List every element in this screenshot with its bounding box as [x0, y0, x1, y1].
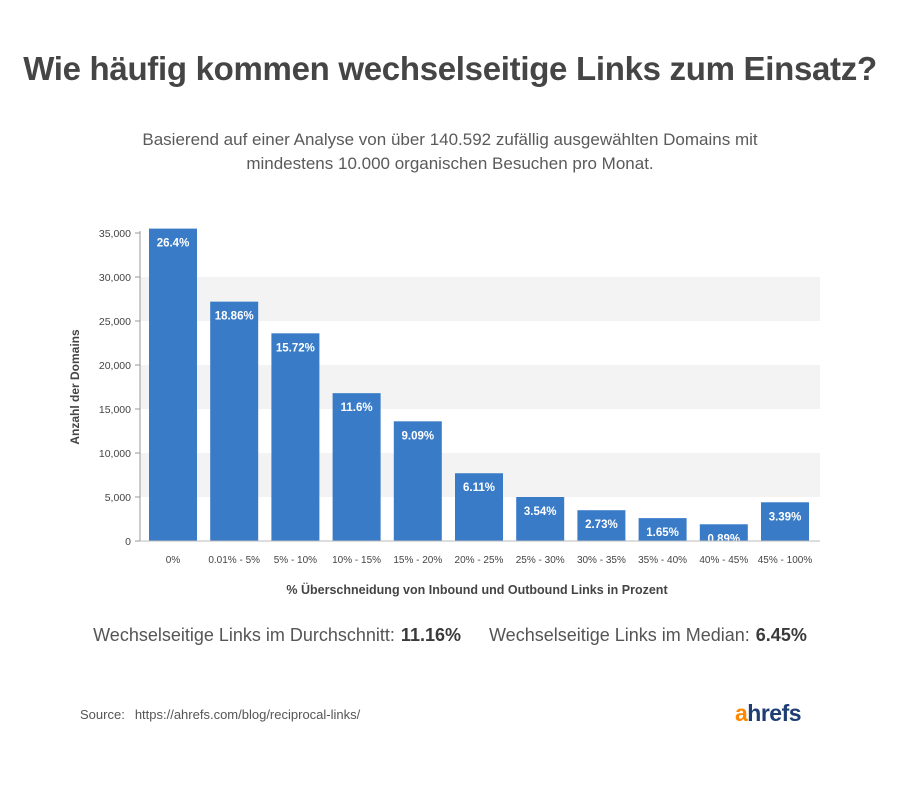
x-tick-label: 0.01% - 5%	[208, 555, 260, 566]
bar-value-label: 11.6%	[341, 402, 373, 414]
x-tick-label: 25% - 30%	[516, 555, 565, 566]
bar-value-label: 3.39%	[769, 511, 802, 523]
source-label: Source:	[80, 707, 125, 722]
bar	[455, 473, 503, 541]
x-tick-label: 15% - 20%	[393, 555, 442, 566]
bar	[393, 421, 442, 541]
y-tick-label: 0	[125, 536, 131, 548]
bar-value-label: 9.09%	[401, 430, 434, 442]
bars: 26.4% 18.86% 15.72% 11.6% 9.09% 6.11% 3.54% 2.7…	[149, 228, 809, 545]
ahrefs-logo: ahrefs	[735, 700, 802, 727]
average-value: 11.16%	[400, 625, 461, 645]
bar-value-label: 2.73%	[585, 519, 618, 531]
bar	[699, 524, 748, 541]
chart-title: Wie häufig kommen wechselseitige Links z…	[23, 50, 877, 87]
x-tick-label: 40% - 45%	[699, 555, 748, 566]
x-axis-label: % Überschneidung von Inbound und Outboun…	[286, 582, 668, 597]
average-label: Wechselseitige Links im Durchschnitt:	[93, 625, 395, 645]
bar-chart: 0 5,000 10,000 15,000 20,000 25,000 30,000 35,0…	[68, 228, 820, 597]
x-tick-label: 20% - 25%	[455, 555, 504, 566]
bar	[149, 228, 197, 541]
y-tick-label: 15,000	[99, 404, 131, 416]
source-note: Source: https://ahrefs.com/blog/reciproca…	[80, 707, 360, 722]
median-label: Wechselseitige Links im Median:	[489, 625, 750, 645]
bar	[271, 333, 320, 541]
summary-stats: Wechselseitige Links im Durchschnitt: 11.…	[0, 625, 900, 646]
y-tick-label: 35,000	[99, 228, 131, 240]
bar-value-label: 1.65%	[646, 527, 679, 539]
bar	[638, 518, 687, 541]
logo-letter-a: a	[735, 700, 748, 726]
bar	[332, 393, 381, 541]
x-tick-label: 0%	[166, 555, 181, 566]
bar-value-label: 15.72%	[276, 342, 315, 354]
logo-text: hrefs	[747, 700, 802, 726]
y-tick-label: 25,000	[99, 316, 131, 328]
y-axis-label: Anzahl der Domains	[68, 329, 82, 445]
x-tick-label: 5% - 10%	[274, 555, 317, 566]
bar-value-label: 3.54%	[524, 506, 557, 518]
x-tick-label: 30% - 35%	[577, 555, 626, 566]
bar-value-label: 0.89%	[707, 533, 740, 545]
bar	[577, 510, 626, 541]
source-link[interactable]: https://ahrefs.com/blog/reciprocal-links…	[134, 707, 361, 722]
x-tick-label: 10% - 15%	[332, 555, 381, 566]
bar	[210, 301, 259, 541]
bar-value-label: 18.86%	[215, 311, 254, 323]
bar	[761, 502, 809, 541]
bar	[516, 497, 565, 541]
y-tick-label: 20,000	[99, 360, 131, 372]
median-value: 6.45%	[755, 625, 807, 645]
bar-value-label: 6.11%	[463, 482, 495, 494]
x-axis: 0% 0.01% - 5% 5% - 10% 10% - 15% 15% - 20% 20…	[140, 540, 820, 566]
y-axis: 0 5,000 10,000 15,000 20,000 25,000 30,000 35,0…	[99, 228, 141, 548]
chart-subtitle: Basierend auf einer Analyse von über 140…	[142, 130, 758, 173]
y-tick-label: 30,000	[99, 272, 131, 284]
y-tick-label: 5,000	[105, 492, 131, 504]
bar-value-label: 26.4%	[157, 238, 190, 250]
x-tick-label: 45% - 100%	[758, 555, 813, 566]
y-tick-label: 10,000	[99, 448, 131, 460]
x-tick-label: 35% - 40%	[638, 555, 687, 566]
